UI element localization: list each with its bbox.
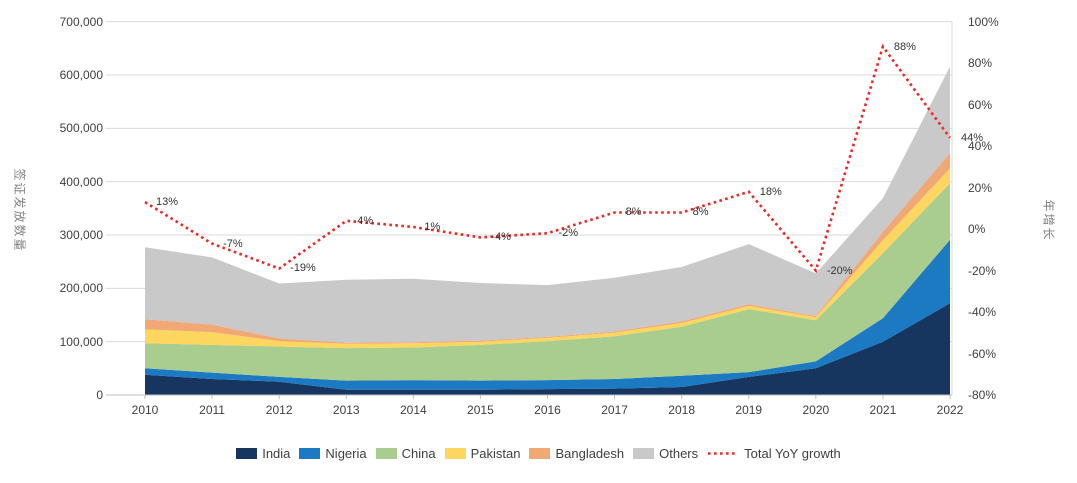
yoy-point-label: -2%	[558, 227, 579, 240]
legend-item-pakistan: Pakistan	[444, 446, 521, 461]
yoy-point-label: 44%	[961, 131, 984, 144]
x-axis-tick-label: 2021	[869, 403, 897, 417]
x-axis-tick-label: 2018	[668, 403, 695, 417]
legend-label: Pakistan	[470, 446, 521, 461]
legend-swatch-icon	[633, 448, 655, 459]
x-axis-tick-label: 2016	[534, 403, 561, 417]
area-others	[145, 66, 950, 343]
yoy-point-label: 4%	[357, 214, 374, 227]
legend-label: Nigeria	[325, 446, 367, 461]
legend-label: Total YoY growth	[744, 446, 841, 461]
y-axis-tick-label: 200,000	[59, 281, 103, 296]
yoy-point-label: -19%	[290, 262, 316, 275]
x-axis-tick-label: 2011	[199, 403, 225, 417]
right-axis-tick-label: -60%	[968, 346, 997, 361]
right-axis-tick-label: 0%	[968, 222, 986, 237]
right-axis-tick-label: -40%	[968, 305, 997, 320]
legend-item-nigeria: Nigeria	[299, 446, 367, 461]
yoy-point-label: 88%	[893, 40, 916, 53]
area-china	[145, 183, 950, 381]
yoy-dotted-line	[144, 43, 952, 274]
legend-item-total-yoy-growth: Total YoY growth	[707, 446, 841, 461]
y-axis-tick-label: 0	[96, 388, 103, 402]
right-axis-tick-label: 20%	[968, 180, 993, 195]
left-axis-title: 签证发放数量	[12, 168, 27, 253]
legend-item-others: Others	[633, 446, 698, 461]
yoy-point-label: -7%	[223, 237, 243, 250]
yoy-point-label: 13%	[156, 196, 179, 209]
right-axis-tick-label: 100%	[968, 14, 999, 29]
legend-swatch-icon	[299, 448, 321, 459]
x-axis-tick-label: 2010	[131, 403, 159, 417]
legend-dotted-line-icon	[708, 452, 739, 455]
legend-swatch-icon	[529, 448, 551, 459]
y-axis-tick-label: 500,000	[59, 121, 103, 136]
legend-label: Bangladesh	[555, 446, 625, 461]
y-axis-tick-label: 100,000	[59, 334, 103, 349]
y-axis-tick-label: 700,000	[59, 14, 103, 29]
legend-label: India	[262, 446, 291, 461]
x-axis-tick-label: 2013	[332, 403, 360, 417]
x-axis-tick-label: 2020	[802, 403, 830, 417]
legend: India Nigeria China Pakistan Bangladesh Other…	[0, 446, 1077, 461]
yoy-point-label: -4%	[491, 231, 511, 244]
y-axis-tick-label: 600,000	[59, 68, 103, 83]
yoy-point-label: 1%	[424, 221, 441, 233]
legend-item-china: China	[375, 446, 436, 461]
right-axis-tick-label: -20%	[968, 263, 997, 278]
area-india	[145, 303, 950, 395]
right-axis-tick-label: -80%	[968, 388, 997, 402]
right-axis-tick-label: 40%	[968, 139, 993, 154]
x-axis-tick-label: 2017	[601, 403, 628, 417]
legend-label: China	[401, 446, 436, 461]
x-axis-tick-label: 2019	[735, 403, 763, 417]
yoy-point-label: 8%	[692, 206, 709, 219]
legend-swatch-icon	[375, 448, 397, 459]
yoy-point-label: 18%	[759, 185, 782, 198]
right-axis-tick-label: 80%	[968, 56, 993, 71]
right-axis-title: 年增长	[1041, 199, 1056, 242]
y-axis-tick-label: 300,000	[59, 228, 103, 242]
yoy-point-label: 8%	[625, 206, 642, 219]
x-axis-tick-label: 2022	[936, 403, 964, 417]
right-axis-tick-label: 60%	[968, 97, 993, 112]
y-axis-tick-label: 400,000	[59, 174, 103, 189]
x-axis-tick-label: 2014	[399, 403, 427, 417]
legend-item-india: India	[236, 446, 290, 461]
legend-label: Others	[659, 446, 699, 461]
yoy-point-label: -20%	[826, 264, 853, 277]
x-axis-tick-label: 2015	[467, 403, 494, 417]
area-nigeria	[145, 239, 950, 390]
x-axis-tick-label: 2012	[265, 403, 293, 417]
legend-item-bangladesh: Bangladesh	[529, 446, 624, 461]
legend-swatch-icon	[236, 448, 258, 459]
legend-swatch-icon	[444, 448, 466, 459]
